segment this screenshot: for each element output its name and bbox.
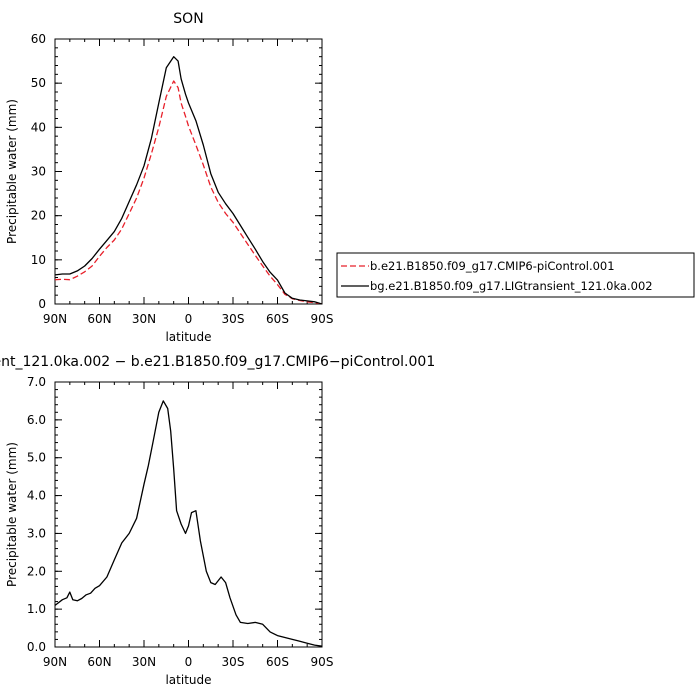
legend-box	[336, 252, 695, 298]
y-axis-label: Precipitable water (mm)	[5, 99, 19, 244]
legend-label-2: bg.e21.B1850.f09_g17.LIGtransient_121.0k…	[370, 279, 653, 293]
x-axis-label: latitude	[165, 330, 211, 344]
chart-panel-2: Gtransient_121.0ka.002 − b.e21.B1850.f09…	[0, 354, 435, 687]
series-line-1	[55, 400, 322, 647]
x-tick-label: 30N	[132, 655, 156, 669]
y-tick-label: 40	[31, 120, 46, 134]
series-line-1	[55, 80, 322, 304]
y-tick-label: 6.0	[27, 413, 46, 427]
y-tick-label: 60	[31, 32, 46, 46]
x-tick-label: 60N	[87, 655, 111, 669]
x-tick-label: 0	[185, 655, 193, 669]
y-tick-label: 0	[38, 297, 46, 311]
legend: b.e21.B1850.f09_g17.CMIP6-piControl.001b…	[336, 252, 695, 298]
chart-title: Gtransient_121.0ka.002 − b.e21.B1850.f09…	[0, 354, 435, 370]
x-tick-label: 90S	[311, 312, 334, 326]
y-tick-label: 3.0	[27, 526, 46, 540]
y-tick-label: 2.0	[27, 564, 46, 578]
y-tick-label: 50	[31, 76, 46, 90]
chart-panel-1: SON 90N 60N 30N 0 30S 60S 90S latitude 0 10 20 30 40 5…	[5, 11, 695, 344]
legend-label-1: b.e21.B1850.f09_g17.CMIP6-piControl.001	[370, 259, 615, 273]
x-tick-label: 60N	[87, 312, 111, 326]
y-tick-label: 5.0	[27, 451, 46, 465]
x-tick-label: 30S	[222, 312, 245, 326]
x-tick-label: 30N	[132, 312, 156, 326]
x-tick-label: 90N	[43, 312, 67, 326]
y-tick-label: 7.0	[27, 375, 46, 389]
x-tick-label: 30S	[222, 655, 245, 669]
chart-title: SON	[173, 11, 203, 27]
y-tick-label: 10	[31, 253, 46, 267]
y-tick-label: 4.0	[27, 489, 46, 503]
x-axis-label: latitude	[165, 673, 211, 687]
y-axis-label: Precipitable water (mm)	[5, 442, 19, 587]
plot-frame	[54, 381, 323, 648]
x-tick-label: 60S	[266, 312, 289, 326]
y-tick-label: 20	[31, 209, 46, 223]
x-tick-label: 90N	[43, 655, 67, 669]
x-tick-label: 90S	[311, 655, 334, 669]
y-tick-label: 0.0	[27, 640, 46, 654]
plot-frame	[54, 38, 323, 305]
x-tick-label: 0	[185, 312, 193, 326]
x-tick-label: 60S	[266, 655, 289, 669]
y-tick-label: 30	[31, 165, 46, 179]
series-line-2	[55, 56, 322, 304]
y-tick-label: 1.0	[27, 602, 46, 616]
